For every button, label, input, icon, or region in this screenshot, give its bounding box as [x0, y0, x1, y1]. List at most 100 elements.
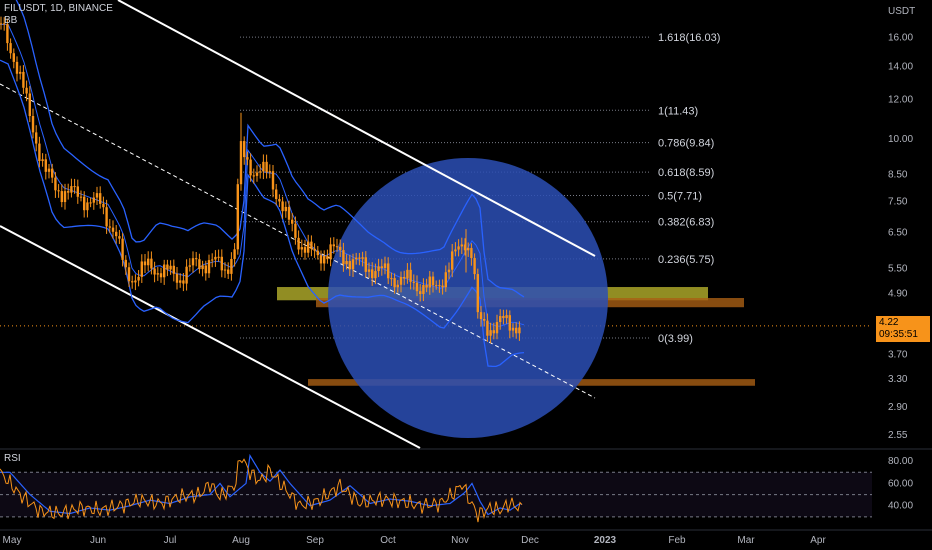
candle-body-47	[150, 258, 153, 269]
candle-body-95	[303, 247, 307, 253]
time-tick-10: Mar	[737, 535, 755, 546]
channel-lower-line	[0, 225, 421, 449]
candle-body-29	[92, 197, 95, 203]
rsi-line	[0, 458, 523, 523]
candle-body-162	[518, 327, 521, 334]
candle-body-12	[38, 143, 41, 162]
candle-body-39	[124, 259, 127, 268]
candle-body-115	[367, 269, 371, 272]
candle-body-13	[41, 159, 44, 162]
price-axis-unit: USDT	[888, 6, 915, 17]
time-tick-9: Feb	[668, 535, 686, 546]
candle-body-83	[265, 161, 268, 173]
time-tick-1: Jun	[90, 535, 106, 546]
candle-body-133	[425, 285, 428, 288]
candle-body-11	[35, 132, 38, 144]
candle-body-125	[399, 276, 403, 285]
candle-body-106	[339, 246, 342, 251]
indicator-label[interactable]: BB	[4, 15, 18, 26]
fib-label-1: 1(11.43)	[658, 105, 698, 117]
candle-body-64	[204, 265, 207, 274]
candle-body-71	[227, 269, 230, 274]
candle-body-51	[163, 264, 166, 278]
candle-body-55	[175, 273, 179, 283]
candle-body-96	[307, 241, 310, 253]
bb-lower	[0, 59, 525, 368]
candle-body-35	[111, 227, 115, 232]
candle-body-90	[287, 206, 291, 220]
candle-body-114	[364, 257, 367, 272]
price-tick-7: 5.50	[888, 264, 908, 275]
bb-upper	[15, 0, 525, 298]
symbol-title[interactable]: FILUSDT, 1D, BINANCE	[4, 3, 113, 14]
candle-body-60	[191, 258, 195, 266]
price-tick-5: 7.50	[888, 196, 908, 207]
candle-body-122	[390, 278, 393, 280]
candle-body-30	[95, 193, 99, 198]
rsi-title[interactable]: RSI	[4, 453, 21, 464]
candle-body-88	[281, 201, 284, 212]
candle-body-82	[262, 161, 265, 172]
price-tick-10: 3.30	[888, 374, 908, 385]
rsi-tick-0: 80.00	[888, 456, 913, 467]
time-tick-0: May	[3, 535, 22, 546]
candle-body-85	[271, 171, 275, 190]
time-tick-5: Oct	[380, 535, 396, 546]
candle-body-2	[6, 24, 9, 44]
candle-body-34	[108, 226, 111, 228]
candle-body-136	[435, 285, 438, 287]
fib-label-0: 1.618(16.03)	[658, 32, 720, 44]
rsi-panel: 80.00 60.00 40.00	[0, 448, 932, 523]
price-tick-2: 12.00	[888, 95, 913, 106]
candle-body-152	[486, 320, 489, 336]
candle-body-121	[387, 263, 390, 279]
rsi-band	[0, 472, 872, 517]
time-tick-3: Aug	[232, 535, 250, 546]
candle-body-77	[246, 157, 249, 160]
candle-body-142	[454, 249, 457, 252]
candle-body-17	[54, 177, 57, 191]
candle-body-53	[169, 265, 172, 270]
candle-body-101	[323, 255, 326, 264]
candle-body-63	[201, 265, 204, 270]
candle-body-54	[172, 265, 175, 274]
candle-body-4	[12, 53, 15, 62]
candle-body-41	[131, 281, 134, 283]
candle-body-84	[268, 171, 271, 173]
candle-body-87	[278, 198, 281, 202]
candle-body-80	[255, 172, 259, 176]
candle-body-67	[214, 256, 217, 260]
highlight-circle	[328, 158, 608, 438]
time-axis[interactable]: May Jun Jul Aug Sep Oct Nov Dec 2023 Feb Mar Apr	[0, 529, 932, 546]
time-tick-2: Jul	[164, 535, 177, 546]
candle-body-112	[358, 257, 361, 259]
candle-body-132	[422, 285, 425, 294]
candle-body-144	[460, 244, 463, 247]
price-axis[interactable]: 16.00 14.00 12.00 10.00 8.50 7.50 6.50 5.50 4.90…	[888, 32, 913, 440]
time-tick-6: Nov	[451, 535, 469, 546]
fib-label-2: 0.786(9.84)	[658, 138, 714, 150]
candle-body-3	[9, 43, 12, 54]
candle-body-58	[185, 266, 188, 284]
candle-body-154	[492, 330, 495, 334]
candle-body-107	[342, 250, 345, 265]
candle-body-140	[447, 269, 451, 273]
candle-body-24	[76, 186, 79, 197]
candle-body-6	[19, 71, 22, 74]
candle-body-109	[348, 261, 351, 270]
current-price: 4.22	[879, 317, 899, 328]
candle-body-150	[479, 312, 483, 319]
candle-body-93	[297, 237, 300, 250]
fib-label-4: 0.5(7.71)	[658, 190, 702, 202]
bar-countdown: 09:35:51	[879, 329, 918, 340]
candle-body-45	[143, 261, 147, 266]
candle-body-50	[159, 273, 163, 278]
rsi-ma-line	[0, 453, 523, 516]
candle-body-68	[217, 256, 220, 258]
candle-body-10	[31, 116, 35, 133]
candle-body-147	[470, 248, 473, 259]
candle-body-44	[140, 261, 143, 277]
fib-label-3: 0.618(8.59)	[658, 167, 714, 179]
candle-body-65	[207, 260, 211, 274]
